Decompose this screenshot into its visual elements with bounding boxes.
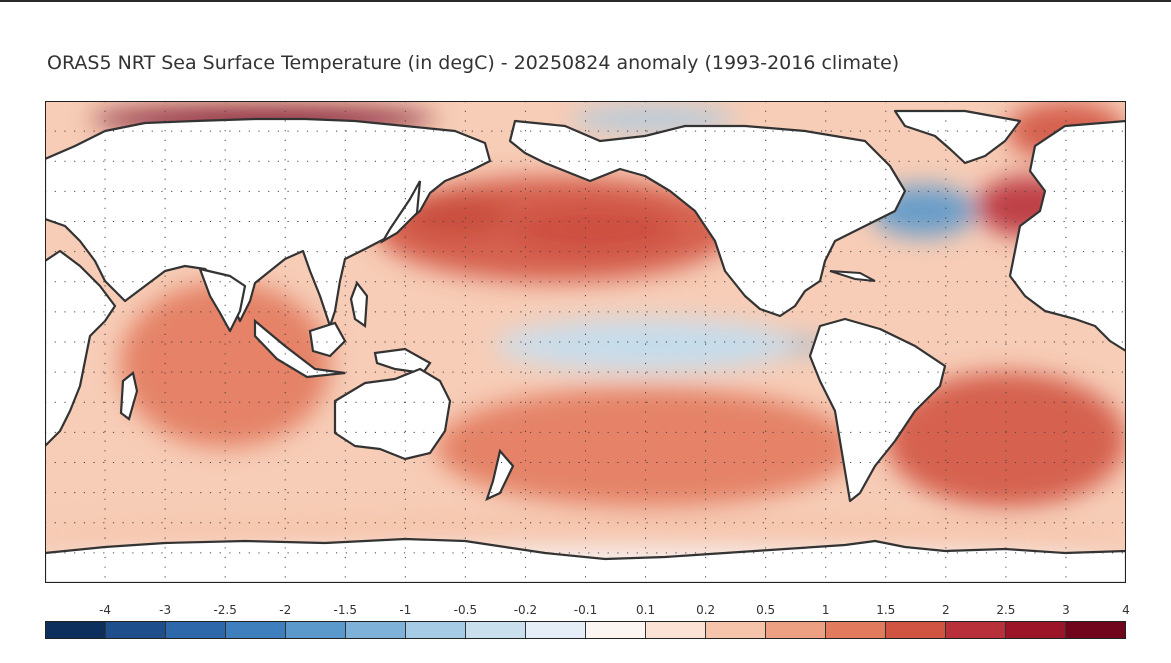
land-africa-east <box>45 249 117 448</box>
colorbar-bin <box>826 622 886 638</box>
land-india <box>198 267 247 333</box>
anomaly-region <box>885 372 1126 508</box>
colorbar-label: 2 <box>942 603 950 617</box>
colorbar-bin <box>586 622 646 638</box>
land-japan <box>379 180 422 244</box>
colorbar-label: -0.1 <box>573 603 598 617</box>
colorbar-bin <box>106 622 166 638</box>
colorbar-label: 4 <box>1122 603 1130 617</box>
colorbar-bin <box>646 622 706 638</box>
land-greenland <box>893 109 1022 165</box>
land-australia <box>333 367 452 461</box>
land-borneo <box>308 321 347 358</box>
land-sumatra-java <box>253 318 346 379</box>
colorbar-label: -2.5 <box>213 603 237 617</box>
land-philippines <box>349 280 369 329</box>
colorbar-label: -0.5 <box>453 603 478 617</box>
colorbar-bin <box>886 622 946 638</box>
colorbar-label: 1.5 <box>876 603 896 617</box>
colorbar-label: -0.2 <box>513 603 538 617</box>
colorbar-label: -1.5 <box>333 603 357 617</box>
colorbar-label: -3 <box>159 603 172 617</box>
land-north-america <box>508 119 907 318</box>
colorbar-bin <box>946 622 1006 638</box>
land-europe-africa <box>1008 119 1126 353</box>
map-title: ORAS5 NRT Sea Surface Temperature (in de… <box>47 52 900 74</box>
colorbar-bin <box>1066 622 1125 638</box>
colorbar-bin <box>1006 622 1066 638</box>
colorbar-bin <box>406 622 466 638</box>
anomaly-region <box>495 317 796 373</box>
colorbar-label: 1 <box>821 603 830 617</box>
colorbar-bin <box>46 622 106 638</box>
land-layer <box>45 109 1126 583</box>
land-cuba <box>829 270 876 282</box>
colorbar-label: -2 <box>279 603 292 617</box>
colorbar <box>45 621 1126 639</box>
colorbar-label: 0.1 <box>636 603 656 617</box>
colorbar-label: 0.2 <box>696 603 716 617</box>
land-eurasia <box>45 117 492 328</box>
colorbar-label: -4 <box>99 603 112 617</box>
colorbar-label: 0.5 <box>756 603 776 617</box>
colorbar-bin <box>466 622 526 638</box>
sst-anomaly-map: 40°E60°E80°E100°E120°E140°E160°E180°E160… <box>45 101 1126 583</box>
colorbar-bin <box>286 622 346 638</box>
colorbar-bin <box>226 622 286 638</box>
colorbar-bin <box>346 622 406 638</box>
colorbar-label: -1 <box>399 603 412 617</box>
land-new-zealand <box>485 448 515 502</box>
colorbar-bin <box>706 622 766 638</box>
anomaly-region <box>435 387 856 508</box>
map-frame <box>45 101 1126 583</box>
anomaly-region <box>120 281 331 448</box>
top-border <box>0 0 1171 2</box>
colorbar-bin <box>526 622 586 638</box>
colorbar-bin <box>166 622 226 638</box>
colorbar-label: 3 <box>1062 603 1070 617</box>
colorbar-label: 2.5 <box>996 603 1016 617</box>
land-madagascar <box>119 371 139 421</box>
anomaly-region <box>375 176 736 282</box>
colorbar-bin <box>766 622 826 638</box>
land-south-america <box>808 317 947 503</box>
